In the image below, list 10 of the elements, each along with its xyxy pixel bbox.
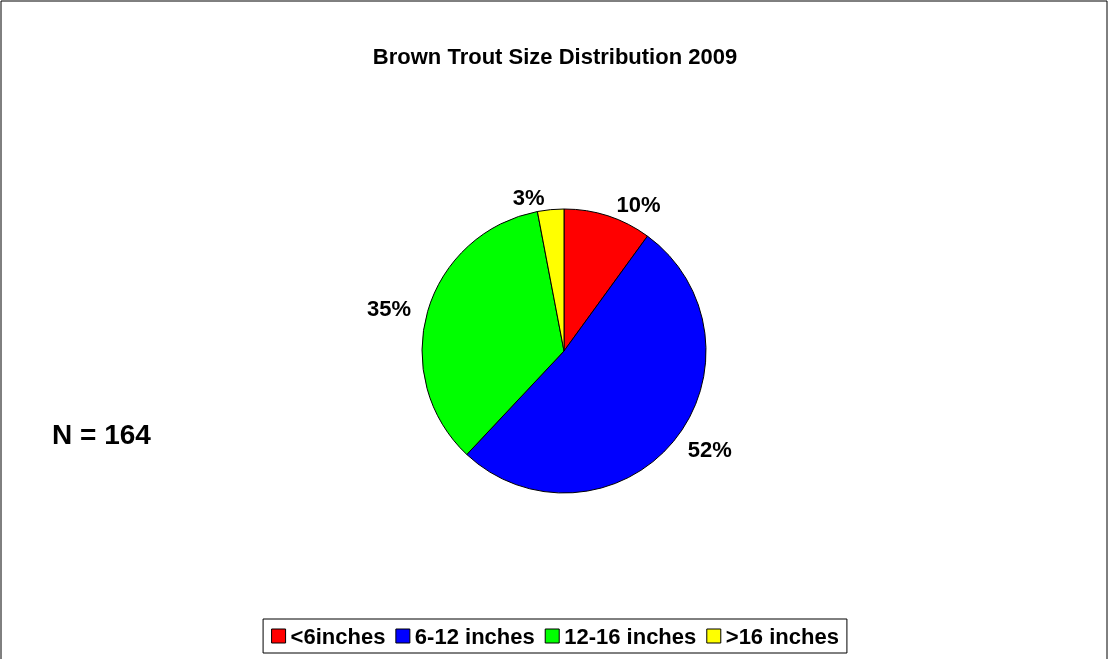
data-label: 3% [512, 185, 545, 211]
data-label: 10% [616, 192, 661, 218]
chart-title: Brown Trout Size Distribution 2009 [372, 43, 738, 69]
legend-label: >16 inches [725, 623, 839, 649]
text: N = 164 [52, 418, 152, 450]
data-label: 35% [367, 295, 412, 321]
legend-label: 6-12 inches [414, 623, 535, 649]
legend-label: <6inches [290, 623, 386, 649]
legend-label: 12-16 inches [564, 623, 697, 649]
data-label: 52% [687, 436, 732, 462]
